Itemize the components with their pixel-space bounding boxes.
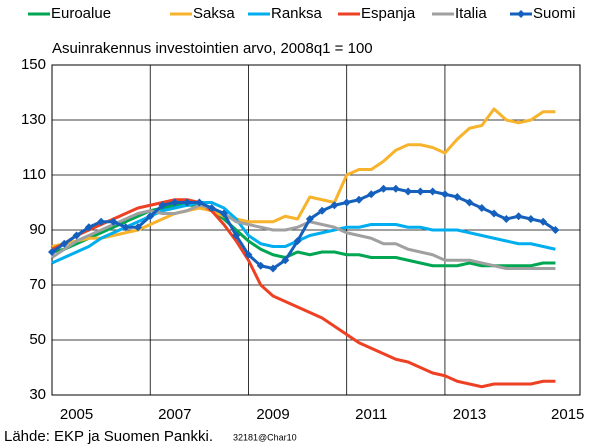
point-marker (293, 237, 302, 245)
series-line (51, 203, 556, 270)
point-marker (379, 184, 388, 193)
point-marker (232, 231, 241, 240)
x-tick-label: 2013 (453, 406, 486, 423)
point-marker (305, 215, 314, 223)
point-marker (97, 217, 106, 226)
y-tick-label: 70 (29, 276, 46, 293)
chart-code: 32181@Char10 (233, 432, 297, 442)
point-marker (72, 231, 81, 240)
point-marker (207, 204, 216, 212)
point-marker (158, 201, 167, 210)
series-line (51, 203, 556, 268)
point-marker (367, 190, 376, 199)
point-marker (281, 256, 290, 265)
source: Lähde: EKP ja Suomen Pankki. (4, 428, 213, 445)
legend-label: Italia (455, 5, 487, 22)
point-marker (109, 217, 118, 226)
point-marker (404, 187, 413, 196)
y-tick-label: 50 (29, 331, 46, 348)
point-marker (526, 215, 535, 223)
point-marker (219, 209, 228, 218)
y-tick-label: 90 (29, 221, 46, 238)
y-tick-label: 110 (22, 166, 46, 183)
series-line (51, 198, 556, 389)
series-line (51, 107, 556, 248)
point-marker (477, 204, 486, 212)
x-tick-label: 2005 (60, 406, 93, 423)
x-tick-label: 2015 (551, 406, 584, 423)
y-tick-label: 130 (21, 111, 46, 128)
point-marker (84, 223, 93, 232)
point-marker (551, 226, 560, 234)
point-marker (183, 198, 192, 207)
y-tick-label: 150 (21, 56, 46, 73)
point-marker (539, 217, 548, 226)
point-marker (146, 212, 155, 221)
point-marker (170, 198, 179, 207)
point-marker (269, 264, 278, 273)
chart-subtitle: Asuinrakennus investointien arvo, 2008q1… (52, 40, 373, 57)
point-marker (514, 212, 523, 221)
point-marker (428, 187, 437, 196)
legend-label: Euroalue (51, 5, 111, 22)
point-marker (121, 223, 130, 232)
legend-label: Saksa (193, 5, 235, 22)
point-marker (342, 198, 351, 207)
point-marker (453, 193, 462, 201)
x-tick-label: 2011 (355, 406, 387, 423)
x-tick-label: 2007 (158, 406, 191, 423)
point-marker (256, 261, 265, 270)
point-marker (244, 250, 253, 259)
legend-label: Espanja (361, 5, 416, 22)
point-marker (195, 198, 204, 207)
point-marker (60, 239, 69, 248)
series-line (51, 201, 556, 265)
legend-label: Ranksa (271, 5, 323, 22)
point-marker (391, 184, 400, 193)
x-tick-label: 2009 (256, 406, 289, 423)
point-marker (465, 198, 474, 207)
point-marker (318, 206, 327, 215)
legend-marker (517, 10, 525, 18)
point-marker (354, 195, 363, 204)
y-tick-label: 30 (29, 386, 46, 403)
point-marker (133, 223, 142, 232)
legend-label: Suomi (533, 5, 576, 22)
point-marker (330, 201, 339, 210)
point-marker (416, 187, 425, 196)
point-marker (48, 248, 56, 256)
point-marker (490, 209, 499, 218)
point-marker (440, 190, 449, 199)
point-marker (502, 215, 511, 223)
